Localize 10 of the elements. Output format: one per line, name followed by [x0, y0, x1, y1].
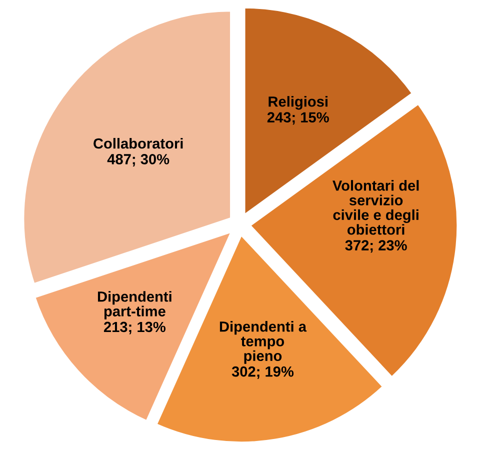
data-label: 243; 15%	[267, 112, 329, 125]
slice-label: Dipendenti part-time	[98, 291, 172, 320]
data-label: 213; 13%	[104, 322, 166, 334]
data-label: 302; 19%	[232, 366, 294, 379]
slice-label: Religiosi	[268, 96, 328, 110]
data-label: 487; 30%	[107, 154, 170, 166]
slice-label: Dipendenti a tempo pieno	[220, 321, 307, 364]
data-label: 372; 23%	[345, 240, 407, 253]
slice-label: Volontari del servizio civile e degli obiettori	[332, 180, 419, 235]
slice-label: Collaboratori	[94, 138, 183, 149]
